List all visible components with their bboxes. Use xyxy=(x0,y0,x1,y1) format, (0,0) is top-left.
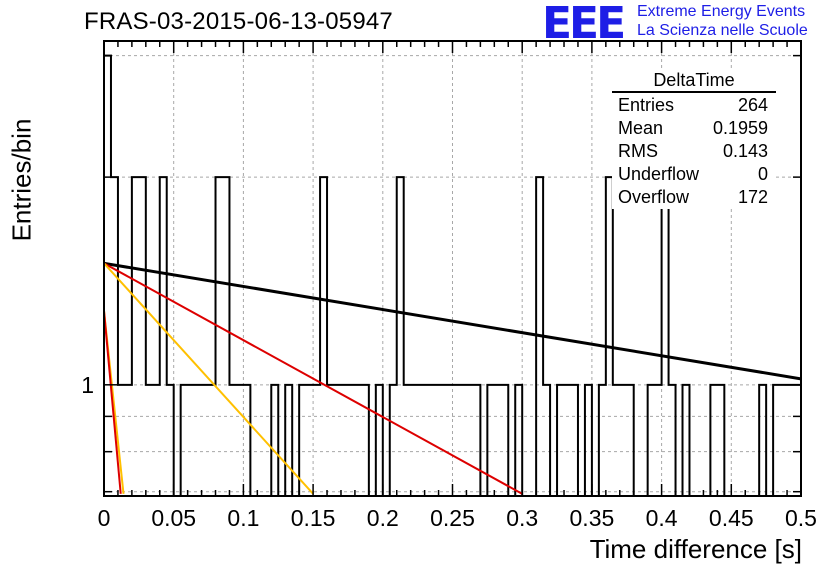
logo-subtitle-line2: La Scienza nelle Scuole xyxy=(637,22,808,39)
stats-label: Mean xyxy=(618,118,664,138)
x-tick-label: 0.05 xyxy=(151,505,196,531)
stats-value: 0.1959 xyxy=(712,118,768,138)
stats-row-underflow: Underflow 0 xyxy=(612,163,776,186)
stats-title: DeltaTime xyxy=(612,70,776,93)
stats-label: Overflow xyxy=(618,187,690,207)
stats-label: Entries xyxy=(618,95,675,115)
stats-row-entries: Entries 264 xyxy=(612,94,776,117)
fit-curve-orange xyxy=(104,262,314,495)
logo-subtitle-line1: Extreme Energy Events xyxy=(637,3,806,20)
eee-logo: EEE xyxy=(542,0,626,49)
x-tick-label: 0 xyxy=(98,505,111,531)
tick-labels: 0 0.05 0.1 0.15 0.2 0.25 0.3 0.35 0.4 0.45 0.5 1 xyxy=(81,372,817,531)
stats-value: 0 xyxy=(757,164,768,184)
x-tick-label: 0.45 xyxy=(709,505,754,531)
x-tick-label: 0.3 xyxy=(506,505,538,531)
y-axis-label: Entries/bin xyxy=(6,118,37,242)
fit-curves xyxy=(104,261,801,495)
fit-curve-red xyxy=(104,262,523,495)
x-tick-label: 0.1 xyxy=(227,505,259,531)
stats-label: Underflow xyxy=(618,164,700,184)
x-axis-label: Time difference [s] xyxy=(589,534,802,564)
stats-label: RMS xyxy=(618,141,658,161)
stats-row-mean: Mean 0.1959 xyxy=(612,117,776,140)
fit-curve-black xyxy=(104,261,801,381)
stats-value: 0.143 xyxy=(722,141,768,161)
axes-layer xyxy=(103,40,802,497)
y-tick-label: 1 xyxy=(81,372,94,398)
x-tick-label: 0.4 xyxy=(646,505,678,531)
stats-row-overflow: Overflow 172 xyxy=(612,186,776,209)
run-title: FRAS-03-2015-06-13-05947 xyxy=(84,8,393,35)
stats-value: 172 xyxy=(737,187,768,207)
x-tick-label: 0.2 xyxy=(367,505,399,531)
stats-box: DeltaTime Entries 264 Mean 0.1959 RMS 0.143… xyxy=(612,70,776,209)
x-tick-label: 0.5 xyxy=(785,505,817,531)
x-tick-label: 0.25 xyxy=(430,505,475,531)
x-tick-label: 0.15 xyxy=(291,505,336,531)
x-tick-label: 0.35 xyxy=(570,505,615,531)
fit-curve-red xyxy=(104,310,122,494)
stats-value: 264 xyxy=(737,95,768,115)
stats-row-rms: RMS 0.143 xyxy=(612,140,776,163)
